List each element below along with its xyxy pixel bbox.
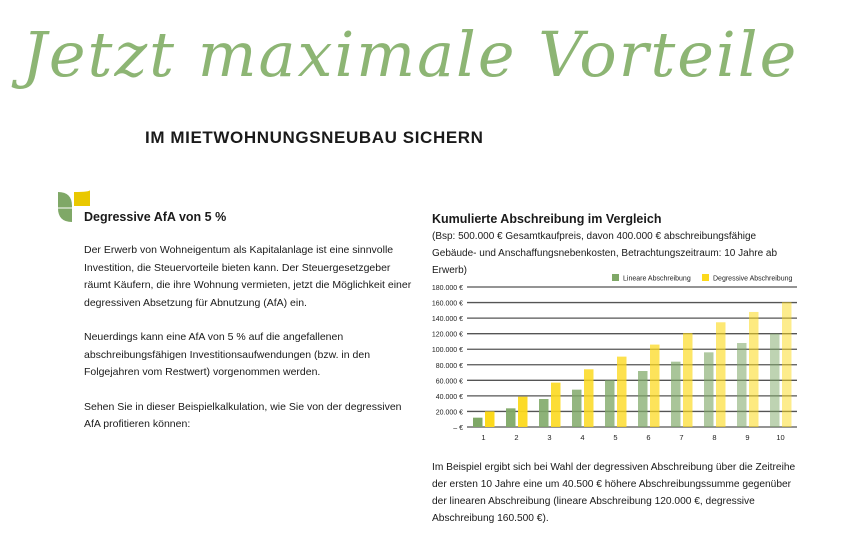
- x-tick-label: 3: [547, 433, 551, 442]
- paragraph: Neuerdings kann eine AfA von 5 % auf die…: [84, 331, 371, 378]
- bar-linear: [737, 343, 747, 427]
- subheadline: IM MIETWOHNUNGSNEUBAU SICHERN: [145, 128, 484, 147]
- bar-linear: [770, 333, 780, 427]
- bar-linear: [704, 352, 714, 427]
- bar-linear: [671, 361, 681, 427]
- bar-linear: [506, 408, 516, 427]
- x-tick-label: 2: [514, 433, 518, 442]
- bar-degressive: [749, 311, 759, 427]
- bar-linear: [539, 399, 549, 427]
- y-tick-label: – €: [453, 425, 463, 432]
- legend-swatch: [612, 274, 619, 281]
- y-tick-label: 40.000 €: [436, 394, 463, 401]
- legend-label: Degressive Abschreibung: [713, 276, 792, 283]
- legend-label: Lineare Abschreibung: [623, 276, 691, 283]
- chart-note: (Bsp: 500.000 € Gesamtkaufpreis, davon 4…: [432, 231, 778, 276]
- bar-degressive: [485, 411, 495, 427]
- bar-degressive: [584, 369, 594, 427]
- x-tick-label: 5: [613, 433, 617, 442]
- x-tick-label: 4: [580, 433, 584, 442]
- x-tick-label: 10: [776, 433, 784, 442]
- headline-script: Jetzt maximale Vorteile: [22, 18, 799, 91]
- bar-linear: [572, 389, 582, 427]
- leaf-logo-icon: [58, 190, 90, 222]
- bar-linear: [605, 380, 615, 427]
- x-tick-label: 6: [646, 433, 650, 442]
- y-tick-label: 140.000 €: [432, 316, 463, 323]
- left-body: Der Erwerb von Wohneigentum als Kapitala…: [84, 242, 414, 451]
- y-tick-label: 100.000 €: [432, 347, 463, 354]
- bar-degressive: [650, 344, 660, 427]
- y-tick-label: 120.000 €: [432, 332, 463, 339]
- y-tick-label: 20.000 €: [436, 409, 463, 416]
- bar-degressive: [716, 322, 726, 427]
- bar-linear: [473, 417, 483, 427]
- chart-conclusion: Im Beispiel ergibt sich bei Wahl der deg…: [432, 462, 796, 524]
- left-heading: Degressive AfA von 5 %: [84, 210, 227, 224]
- chart-heading: Kumulierte Abschreibung im Vergleich: [432, 212, 662, 226]
- x-tick-label: 8: [712, 433, 716, 442]
- bar-degressive: [782, 302, 792, 427]
- bar-degressive: [551, 382, 561, 427]
- bar-linear: [638, 371, 648, 427]
- depreciation-chart: – € 20.000 € 40.000 € 60.000 € 80.000 € 100.0…: [432, 274, 797, 442]
- paragraph: Sehen Sie in dieser Beispielkalkulation,…: [84, 400, 402, 431]
- x-tick-label: 9: [745, 433, 749, 442]
- x-tick-label: 1: [481, 433, 485, 442]
- bar-degressive: [683, 333, 693, 427]
- legend-swatch: [702, 274, 709, 281]
- y-tick-label: 60.000 €: [436, 378, 463, 385]
- y-tick-label: 160.000 €: [432, 301, 463, 308]
- bar-degressive: [617, 356, 627, 427]
- bar-degressive: [518, 396, 528, 427]
- y-tick-label: 80.000 €: [436, 363, 463, 370]
- paragraph: Der Erwerb von Wohneigentum als Kapitala…: [84, 244, 412, 309]
- y-tick-label: 180.000 €: [432, 285, 463, 292]
- x-tick-label: 7: [679, 433, 683, 442]
